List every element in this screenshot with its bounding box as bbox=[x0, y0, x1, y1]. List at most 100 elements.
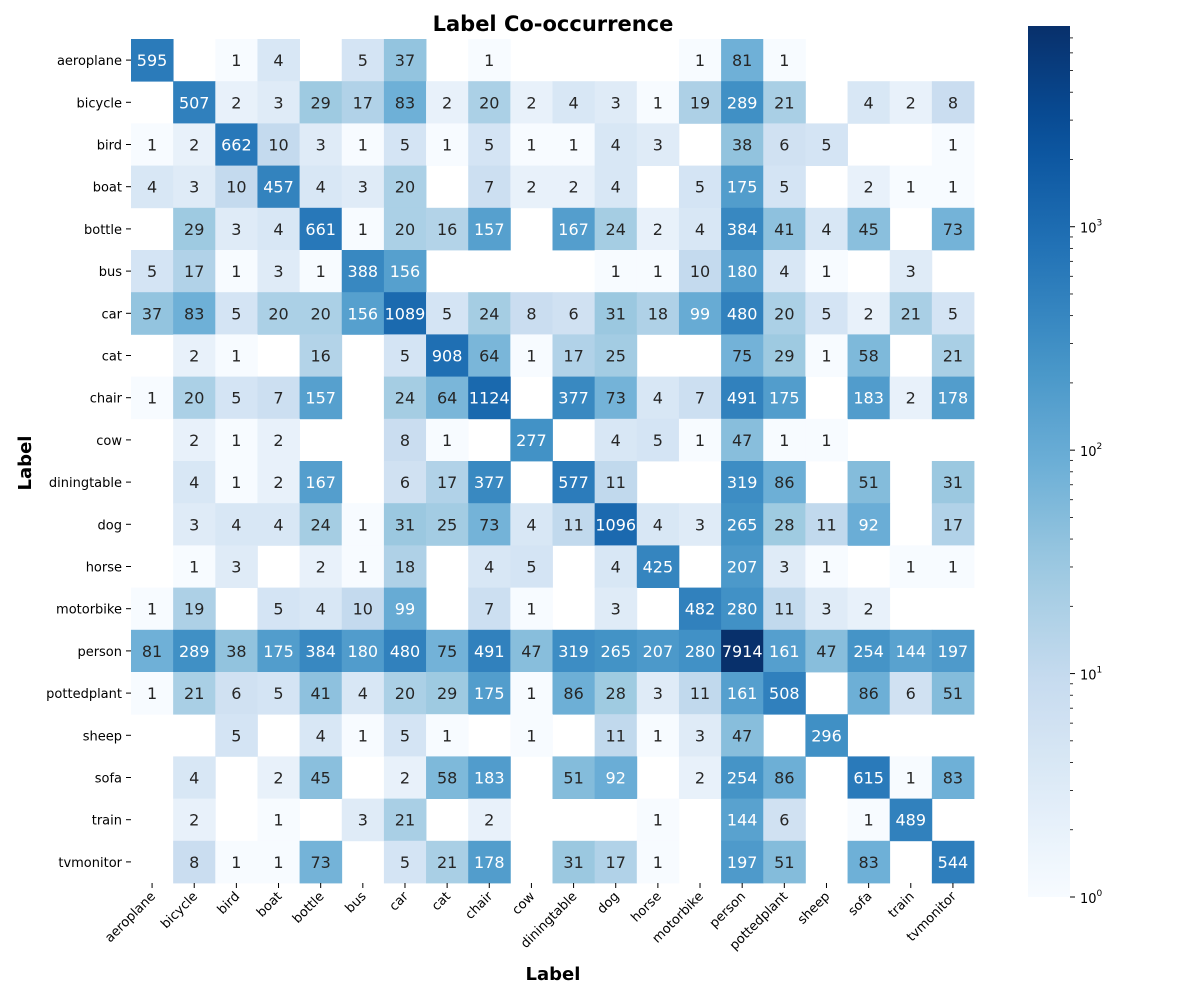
cell-value-label: 86 bbox=[858, 684, 878, 703]
cell-value-label: 280 bbox=[685, 642, 716, 661]
heatmap-cell bbox=[299, 334, 343, 377]
heatmap-cell bbox=[721, 756, 764, 799]
cell-value-label: 1 bbox=[231, 51, 241, 70]
cell-value-label: 1 bbox=[695, 431, 705, 450]
heatmap-cell bbox=[426, 81, 469, 124]
heatmap-cell bbox=[678, 418, 722, 462]
cell-value-label: 81 bbox=[732, 51, 752, 70]
heatmap-cell bbox=[299, 165, 343, 209]
cell-value-label: 31 bbox=[563, 853, 583, 872]
heatmap-cell bbox=[678, 39, 722, 82]
cell-value-label: 21 bbox=[943, 347, 963, 366]
cell-value-label: 83 bbox=[943, 769, 963, 788]
heatmap-cell bbox=[847, 587, 891, 631]
heatmap-cell bbox=[805, 629, 848, 673]
colorbar bbox=[1028, 26, 1070, 897]
heatmap-cell bbox=[847, 376, 891, 420]
heatmap-cell bbox=[805, 334, 848, 377]
cell-value-label: 4 bbox=[316, 600, 326, 619]
heatmap-cell bbox=[257, 629, 300, 673]
heatmap-cell bbox=[889, 629, 933, 673]
cell-value-label: 180 bbox=[348, 642, 379, 661]
heatmap-cell bbox=[594, 587, 638, 631]
heatmap-cell bbox=[383, 207, 427, 251]
heatmap-cell bbox=[383, 714, 427, 757]
heatmap-cell bbox=[721, 292, 764, 335]
heatmap-cell bbox=[341, 714, 385, 757]
cell-value-label: 2 bbox=[906, 389, 916, 408]
cell-value-label: 24 bbox=[479, 304, 499, 323]
heatmap-cell bbox=[426, 292, 469, 335]
heatmap-cell bbox=[721, 714, 764, 757]
heatmap-cell bbox=[889, 165, 933, 209]
heatmap-cell bbox=[931, 81, 975, 124]
cell-value-label: 6 bbox=[400, 473, 410, 492]
heatmap-cell bbox=[931, 292, 975, 335]
x-tick-label: cow bbox=[509, 889, 538, 918]
heatmap-cell bbox=[510, 81, 553, 124]
cell-value-label: 1 bbox=[147, 684, 157, 703]
heatmap-cell bbox=[173, 840, 216, 884]
x-tick-label: car bbox=[387, 889, 413, 915]
cell-value-label: 4 bbox=[526, 515, 536, 534]
heatmap-cell bbox=[805, 714, 848, 757]
cell-value-label: 1 bbox=[906, 769, 916, 788]
cell-value-label: 2 bbox=[526, 178, 536, 197]
x-tick-label: bicycle bbox=[158, 889, 201, 932]
cell-value-label: 41 bbox=[774, 220, 794, 239]
heatmap-cell bbox=[805, 545, 848, 588]
heatmap-cell bbox=[847, 629, 891, 673]
cell-value-label: 157 bbox=[305, 389, 336, 408]
cell-value-label: 156 bbox=[348, 304, 379, 323]
heatmap-cell bbox=[594, 503, 638, 546]
heatmap-cell bbox=[173, 545, 216, 588]
heatmap-cell bbox=[763, 292, 806, 335]
cell-value-label: 4 bbox=[273, 220, 283, 239]
heatmap-cell bbox=[763, 545, 806, 588]
heatmap-cell bbox=[721, 39, 764, 82]
heatmap-cell bbox=[426, 672, 469, 715]
cell-value-label: 73 bbox=[606, 389, 626, 408]
cell-value-label: 491 bbox=[474, 642, 505, 661]
heatmap-cell bbox=[426, 503, 469, 546]
cell-value-label: 20 bbox=[395, 220, 415, 239]
x-tick-label: aeroplane bbox=[102, 889, 159, 946]
heatmap-cell bbox=[889, 81, 933, 124]
heatmap-cell bbox=[383, 629, 427, 673]
y-tick-label: sofa bbox=[95, 772, 122, 787]
heatmap-cell bbox=[173, 334, 216, 377]
heatmap-cell bbox=[468, 545, 511, 588]
heatmap-cell bbox=[215, 461, 258, 504]
heatmap-cell bbox=[636, 714, 680, 757]
heatmap-cell bbox=[721, 798, 764, 842]
cell-value-label: 167 bbox=[305, 473, 336, 492]
cell-value-label: 388 bbox=[348, 262, 379, 281]
cell-value-label: 1 bbox=[653, 853, 663, 872]
cell-value-label: 156 bbox=[390, 262, 421, 281]
heatmap-cell bbox=[594, 334, 638, 377]
cell-value-label: 2 bbox=[273, 769, 283, 788]
heatmap-cell bbox=[468, 629, 511, 673]
heatmap-cell bbox=[173, 81, 216, 124]
x-axis-label: Label bbox=[526, 964, 581, 985]
heatmap-cell bbox=[341, 292, 385, 335]
cell-value-label: 319 bbox=[727, 473, 758, 492]
heatmap-cell bbox=[131, 39, 174, 82]
cell-value-label: 2 bbox=[695, 769, 705, 788]
cell-value-label: 280 bbox=[727, 600, 758, 619]
heatmap-cell bbox=[131, 292, 174, 335]
cell-value-label: 507 bbox=[179, 93, 210, 112]
heatmap-cell bbox=[257, 39, 300, 82]
cell-value-label: 1 bbox=[906, 558, 916, 577]
cell-value-label: 17 bbox=[353, 93, 373, 112]
heatmap-cell bbox=[468, 39, 511, 82]
heatmap-cell bbox=[931, 840, 975, 884]
cell-value-label: 17 bbox=[943, 515, 963, 534]
heatmap-cell bbox=[552, 672, 596, 715]
heatmap-cell bbox=[173, 207, 216, 251]
cell-value-label: 908 bbox=[432, 347, 463, 366]
heatmap-cell bbox=[215, 714, 258, 757]
cell-value-label: 51 bbox=[943, 684, 963, 703]
cell-value-label: 1 bbox=[653, 93, 663, 112]
cell-value-label: 2 bbox=[231, 93, 241, 112]
